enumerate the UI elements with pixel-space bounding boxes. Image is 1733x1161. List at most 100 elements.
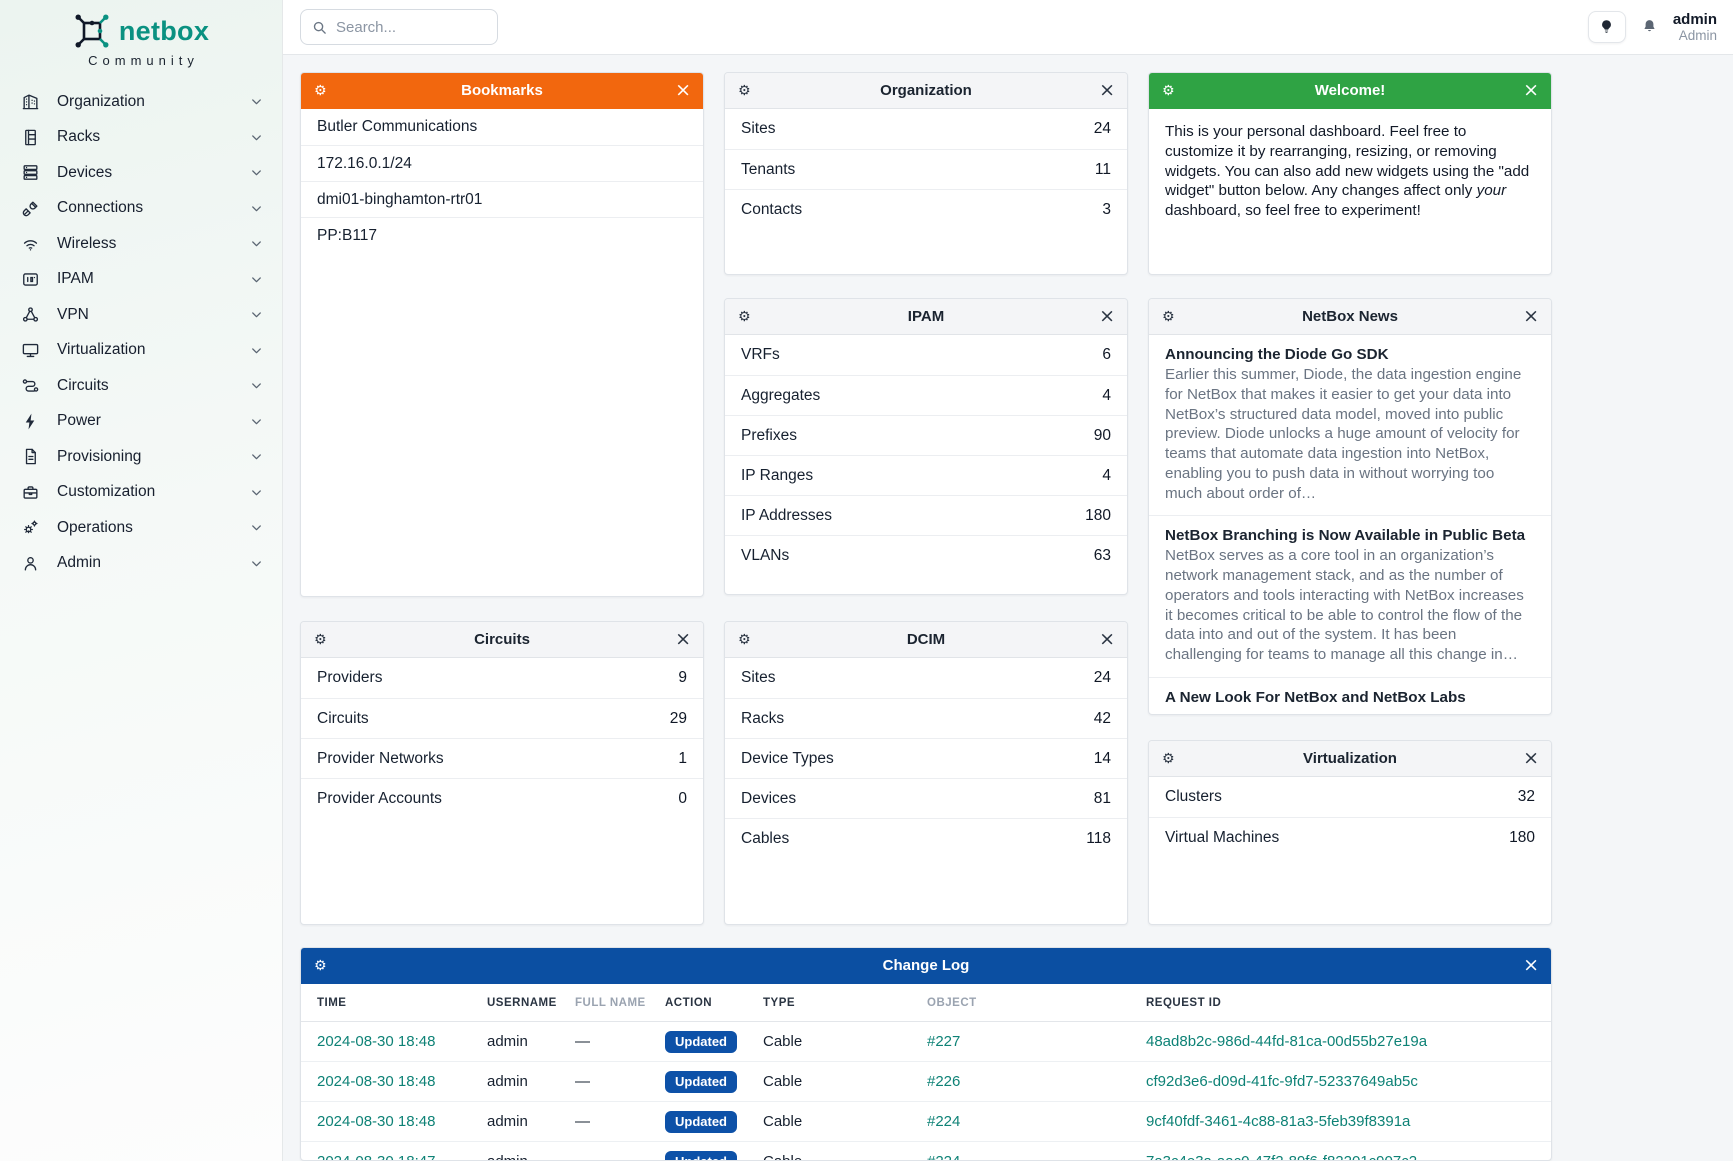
stat-value-link[interactable]: 24	[1093, 120, 1111, 137]
sidebar-item-operations[interactable]: Operations	[0, 510, 282, 546]
widget-config-button[interactable]: ⚙	[1162, 752, 1175, 766]
sidebar-item-connections[interactable]: Connections	[0, 191, 282, 227]
stat-value-link[interactable]: 1	[678, 749, 687, 767]
widget-close-button[interactable]: ×	[1523, 81, 1539, 100]
dcim-widget-header: ⚙ DCIM ×	[725, 622, 1127, 658]
news-item-title[interactable]: Announcing the Diode Go SDK	[1165, 346, 1389, 363]
close-icon: ×	[1099, 79, 1115, 101]
widget-close-button[interactable]: ×	[675, 81, 691, 100]
sidebar-item-label: Connections	[57, 199, 144, 217]
sidebar-item-provisioning[interactable]: Provisioning	[0, 439, 282, 475]
chevron-down-icon	[249, 485, 264, 500]
changelog-object-link[interactable]: #227	[927, 1033, 961, 1050]
organization-row: Tenants 11	[725, 149, 1127, 189]
stat-value-link[interactable]: 24	[1093, 669, 1111, 686]
stat-value-link[interactable]: 11	[1094, 160, 1111, 178]
stat-value-link[interactable]: 118	[1086, 829, 1111, 847]
changelog-request-link[interactable]: 48ad8b2c-986d-44fd-81ca-00d55b27e19a	[1146, 1033, 1428, 1050]
stat-value-link[interactable]: 180	[1085, 506, 1111, 524]
chevron-down-icon	[249, 343, 264, 358]
stat-value-link[interactable]: 9	[678, 669, 687, 686]
widget-close-button[interactable]: ×	[1523, 749, 1539, 768]
stat-value-link[interactable]: 90	[1093, 426, 1111, 444]
ipam-stats: VRFs 6 Aggregates 4 Prefixes 90 IP Ranges 4 IP A…	[725, 335, 1127, 575]
sidebar-item-ipam[interactable]: IPAM	[0, 262, 282, 298]
widget-config-button[interactable]: ⚙	[1162, 84, 1175, 98]
widget-title: Change Log	[882, 957, 970, 974]
sidebar-item-virtualization[interactable]: Virtualization	[0, 333, 282, 369]
gear-icon: ⚙	[738, 82, 751, 99]
stat-value-link[interactable]: 4	[1102, 466, 1111, 484]
widget-config-button[interactable]: ⚙	[738, 84, 751, 98]
search-input[interactable]	[336, 18, 486, 36]
widget-close-button[interactable]: ×	[1099, 630, 1115, 649]
changelog-header-row: Time Username Full Name Action Type Object Req…	[301, 984, 1551, 1022]
stat-value-link[interactable]: 63	[1093, 546, 1111, 564]
circuits-widget-header: ⚙ Circuits ×	[301, 622, 703, 658]
changelog-time-link[interactable]: 2024-08-30 18:48	[317, 1073, 436, 1090]
sidebar-item-devices[interactable]: Devices	[0, 155, 282, 191]
stat-value-link[interactable]: 29	[669, 709, 687, 727]
sidebar-item-customization[interactable]: Customization	[0, 475, 282, 511]
notifications-button[interactable]	[1641, 18, 1658, 35]
changelog-object-link[interactable]: #226	[927, 1073, 961, 1090]
stat-value-link[interactable]: 4	[1102, 386, 1111, 404]
changelog-row: 2024-08-30 18:48 admin — Updated Cable #224 9c…	[301, 1102, 1551, 1142]
sidebar-item-vpn[interactable]: VPN	[0, 297, 282, 333]
changelog-request-link[interactable]: 9cf40fdf-3461-4c88-81a3-5feb39f8391a	[1146, 1113, 1411, 1130]
stat-value-link[interactable]: 32	[1517, 788, 1535, 805]
stat-label: Tenants	[741, 160, 796, 178]
changelog-object-link[interactable]: #224	[927, 1113, 961, 1130]
sidebar-item-power[interactable]: Power	[0, 404, 282, 440]
theme-toggle-button[interactable]	[1587, 10, 1626, 43]
widget-close-button[interactable]: ×	[1523, 307, 1539, 326]
stat-value-link[interactable]: 180	[1509, 828, 1535, 846]
ipam-row: IP Ranges 4	[725, 455, 1127, 495]
news-item-title[interactable]: NetBox Branching is Now Available in Pub…	[1165, 527, 1526, 545]
widget-close-button[interactable]: ×	[675, 630, 691, 649]
bookmark-item[interactable]: dmi01-binghamton-rtr01	[301, 181, 703, 217]
changelog-time-link[interactable]: 2024-08-30 18:47	[317, 1153, 435, 1160]
news-item-snippet: Earlier this summer, Diode, the data ing…	[1165, 366, 1522, 502]
widget-config-button[interactable]: ⚙	[314, 84, 327, 98]
bookmark-item[interactable]: Butler Communications	[317, 118, 478, 135]
widget-config-button[interactable]: ⚙	[738, 633, 751, 647]
stat-value-link[interactable]: 0	[678, 789, 687, 807]
changelog-request-link[interactable]: cf92d3e6-d09d-41fc-9fd7-52337649ab5c	[1146, 1073, 1418, 1090]
widget-config-button[interactable]: ⚙	[314, 633, 327, 647]
brand[interactable]: netbox Community	[0, 12, 282, 68]
sidebar-item-admin[interactable]: Admin	[0, 546, 282, 582]
gear-icon: ⚙	[1162, 308, 1175, 325]
stat-value-link[interactable]: 42	[1093, 709, 1111, 727]
sidebar-item-wireless[interactable]: Wireless	[0, 226, 282, 262]
widget-config-button[interactable]: ⚙	[1162, 310, 1175, 324]
stat-value-link[interactable]: 81	[1093, 789, 1111, 807]
close-icon: ×	[675, 79, 691, 101]
changelog-time-link[interactable]: 2024-08-30 18:48	[317, 1113, 436, 1130]
gear-icon: ⚙	[314, 957, 327, 974]
bookmark-item[interactable]: 172.16.0.1/24	[301, 145, 703, 181]
changelog-request-link[interactable]: 7a3c4e3a-aac0-47f2-89f6-f82201c907c2	[1146, 1153, 1417, 1160]
stat-value-link[interactable]: 14	[1093, 749, 1111, 767]
sidebar-item-racks[interactable]: Racks	[0, 120, 282, 156]
widget-close-button[interactable]: ×	[1099, 307, 1115, 326]
stat-value-link[interactable]: 6	[1102, 346, 1111, 363]
organization-row: Sites 24	[725, 109, 1127, 149]
binary-icon	[21, 270, 40, 289]
ipam-row: VRFs 6	[725, 335, 1127, 375]
changelog-object-link[interactable]: #224	[927, 1153, 960, 1160]
changelog-time-link[interactable]: 2024-08-30 18:48	[317, 1033, 436, 1050]
stat-value-link[interactable]: 3	[1102, 200, 1111, 218]
changelog-cell-username: admin	[487, 1113, 528, 1130]
user-menu[interactable]: admin Admin	[1673, 11, 1717, 44]
widget-config-button[interactable]: ⚙	[738, 310, 751, 324]
news-item-title[interactable]: A New Look For NetBox and NetBox Labs	[1165, 688, 1466, 706]
widget-close-button[interactable]: ×	[1099, 81, 1115, 100]
sidebar-item-circuits[interactable]: Circuits	[0, 368, 282, 404]
virtualization-row: Virtual Machines 180	[1149, 817, 1551, 857]
sidebar-item-organization[interactable]: Organization	[0, 84, 282, 120]
widget-config-button[interactable]: ⚙	[314, 959, 327, 973]
widget-close-button[interactable]: ×	[1523, 956, 1539, 975]
bookmark-item[interactable]: PP:B117	[301, 217, 703, 253]
widget-title: Organization	[880, 82, 972, 99]
